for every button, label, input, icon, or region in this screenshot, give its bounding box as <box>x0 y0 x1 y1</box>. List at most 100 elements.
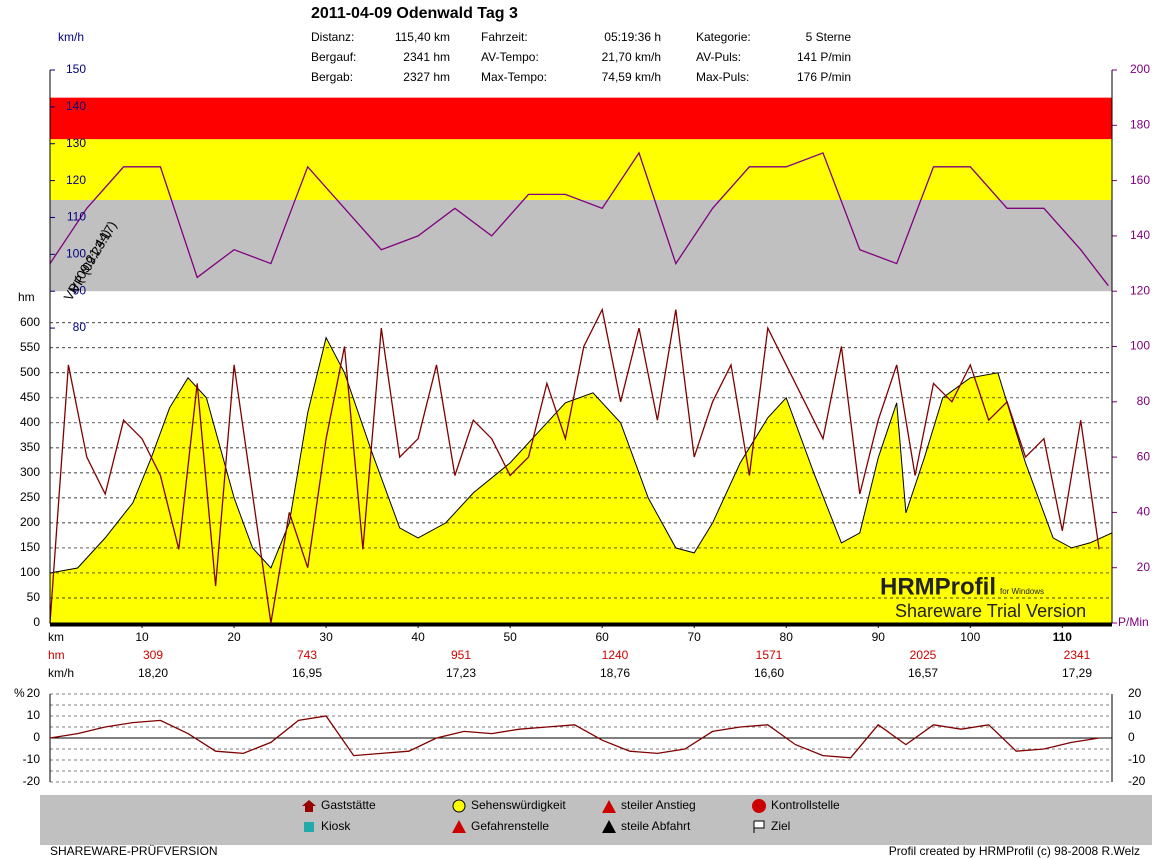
y-tick-label: 10 <box>27 708 41 722</box>
y3-tick-label: 180 <box>1130 117 1150 131</box>
summary-hm: 951 <box>451 648 471 662</box>
summary-hm: 743 <box>297 648 317 662</box>
watermark: for Windows <box>1000 587 1044 596</box>
x-tick-label: 70 <box>688 630 702 644</box>
hr-zone <box>50 199 1112 292</box>
stat-label: AV-Puls: <box>696 50 741 64</box>
stat-label: Kategorie: <box>696 30 751 44</box>
y-tick-label: 20 <box>27 686 41 700</box>
data-line <box>49 151 1109 287</box>
x-tick-label: 60 <box>595 630 609 644</box>
watermark: Shareware Trial Version <box>895 601 1086 621</box>
y-tick-label: 100 <box>20 565 40 579</box>
stat-label: Bergab: <box>311 70 353 84</box>
summary-hm: 309 <box>143 648 163 662</box>
y-tick-label: 550 <box>20 340 40 354</box>
y-tick-label-right: 10 <box>1128 708 1142 722</box>
legend-label: Gaststätte <box>321 798 376 812</box>
summary-kmh: 16,57 <box>908 666 938 680</box>
legend-label: Kiosk <box>321 819 351 833</box>
x-axis-label: km <box>48 630 64 644</box>
y3-tick-label: 20 <box>1137 560 1151 574</box>
stat-value: 115,40 km <box>395 30 450 44</box>
y3-tick-label: 40 <box>1137 505 1151 519</box>
y-tick-label-right: -20 <box>1128 774 1146 788</box>
legend-box <box>40 795 1152 845</box>
summary-kmh: 17,23 <box>446 666 476 680</box>
stat-value: 141 P/min <box>797 50 851 64</box>
data-line <box>49 715 1100 759</box>
y3-tick-label: 200 <box>1130 62 1150 76</box>
x-tick-label: 90 <box>872 630 886 644</box>
legend-label: steile Abfahrt <box>621 819 691 833</box>
y3-tick-label: P/Min <box>1118 615 1149 629</box>
y-tick-label: 0 <box>33 615 40 629</box>
x-tick-label: 50 <box>503 630 517 644</box>
summary-hm: 2025 <box>910 648 937 662</box>
stat-value: 05:19:36 h <box>604 30 661 44</box>
x-tick-label: 80 <box>780 630 794 644</box>
y2-axis-label: km/h <box>58 30 84 44</box>
elevation-area <box>49 336 1113 624</box>
stat-label: Distanz: <box>311 30 354 44</box>
y2-tick-label: 110 <box>67 210 86 224</box>
stat-label: Max-Tempo: <box>481 70 547 84</box>
legend-label: Ziel <box>771 819 790 833</box>
y2-tick-label: 90 <box>73 283 87 297</box>
x-tick-label: 10 <box>135 630 149 644</box>
stat-value: 74,59 km/h <box>602 70 661 84</box>
footer-right: Profil created by HRMProfil (c) 98-2008 … <box>889 844 1140 858</box>
y-tick-label: 450 <box>20 390 40 404</box>
y3-tick-label: 80 <box>1137 394 1151 408</box>
hr-zone <box>50 139 1112 200</box>
y-tick-label: 0 <box>33 730 40 744</box>
legend-label: Sehenswürdigkeit <box>471 798 566 812</box>
y2-tick-label: 130 <box>66 136 86 150</box>
summary-hm: 1240 <box>602 648 629 662</box>
footer-left: SHAREWARE-PRÜFVERSION <box>50 844 218 858</box>
legend-label: Kontrollstelle <box>771 798 840 812</box>
y-tick-label: 400 <box>20 415 40 429</box>
y2-tick-label: 140 <box>66 99 86 113</box>
x-tick-label: 110 <box>1053 630 1073 644</box>
y-tick-label: 500 <box>20 365 40 379</box>
y2-tick-label: 120 <box>66 173 86 187</box>
summary-label: hm <box>48 648 65 662</box>
y-tick-label: -10 <box>23 752 41 766</box>
y3-tick-label: 100 <box>1130 339 1150 353</box>
legend-icons <box>302 799 766 833</box>
summary-kmh: 16,95 <box>292 666 322 680</box>
legend-label: Gefahrenstelle <box>471 819 549 833</box>
y-axis-label: hm <box>18 290 35 304</box>
y-tick-label: 200 <box>20 515 40 529</box>
y2-tick-label: 100 <box>66 247 86 261</box>
y-tick-label: -20 <box>23 774 41 788</box>
stat-label: Bergauf: <box>311 50 356 64</box>
hr-zone <box>50 97 1112 140</box>
legend-label: steiler Anstieg <box>621 798 696 812</box>
y3-tick-label: 120 <box>1130 283 1150 297</box>
y3-tick-label: 140 <box>1130 228 1150 242</box>
y-tick-label: 300 <box>20 465 40 479</box>
y-tick-label-right: -10 <box>1128 752 1146 766</box>
y-axis-label: % <box>14 686 25 700</box>
y-tick-label: 150 <box>20 540 40 554</box>
watermark: HRMProfil <box>880 573 996 600</box>
y-tick-label: 600 <box>20 315 40 329</box>
stat-label: Max-Puls: <box>696 70 749 84</box>
summary-kmh: 18,76 <box>600 666 630 680</box>
stat-value: 5 Sterne <box>806 30 852 44</box>
y-tick-label: 250 <box>20 490 40 504</box>
stat-label: Fahrzeit: <box>481 30 528 44</box>
summary-kmh: 16,60 <box>754 666 784 680</box>
chart-title: 2011-04-09 Odenwald Tag 3 <box>311 5 518 22</box>
summary-label: km/h <box>48 666 74 680</box>
y-tick-label: 50 <box>27 590 41 604</box>
data-line <box>49 307 1100 624</box>
y-tick-label-right: 20 <box>1128 686 1142 700</box>
y-tick-label-right: 0 <box>1128 730 1135 744</box>
x-tick-label: 100 <box>960 630 980 644</box>
stat-value: 176 P/min <box>797 70 851 84</box>
